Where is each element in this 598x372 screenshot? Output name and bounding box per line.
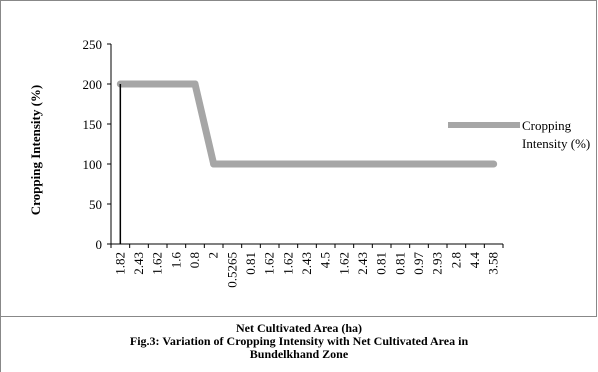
data-point (228, 160, 236, 168)
x-tick-label: 2.43 (299, 252, 314, 275)
x-tick-label: 2.93 (430, 252, 445, 275)
data-point (210, 160, 218, 168)
chart-border (0, 0, 597, 317)
x-tick-label: 0.81 (374, 252, 389, 275)
x-tick-label: 4.5 (318, 252, 333, 268)
x-tick-label: 1.62 (150, 252, 165, 275)
data-point (340, 160, 348, 168)
x-tick-label: 1.82 (112, 252, 127, 275)
y-tick-label: 50 (89, 197, 102, 212)
x-tick-label: 2.43 (131, 252, 146, 275)
y-tick-label: 150 (83, 117, 103, 132)
data-point (396, 160, 404, 168)
data-point (471, 160, 479, 168)
y-tick-label: 250 (83, 37, 103, 52)
x-tick-label: 1.62 (280, 252, 295, 275)
y-axis-ticks: 0 50 100 150 200 250 (83, 37, 111, 252)
data-point (266, 160, 274, 168)
series-line (120, 80, 494, 168)
figure-caption-line2: Bundelkhand Zone (249, 347, 349, 361)
data-point (172, 80, 180, 88)
data-point (154, 80, 162, 88)
x-tick-label: 0.5265 (224, 252, 239, 288)
data-point (322, 160, 330, 168)
x-tick-label: 0.8 (187, 252, 202, 268)
y-tick-label: 0 (96, 237, 103, 252)
data-point (191, 80, 199, 88)
x-axis-ticks: 1.82 2.43 1.62 1.6 0.8 2 0.5265 0.81 1.62 1.62 2.4… (110, 244, 504, 288)
data-point (415, 160, 423, 168)
x-tick-label: 4.4 (467, 252, 482, 269)
data-point (303, 160, 311, 168)
y-tick-label: 200 (83, 77, 103, 92)
legend-label-line1: Cropping (522, 118, 572, 133)
y-tick-label: 100 (83, 157, 103, 172)
legend-label-line2: Intensity (%) (522, 136, 590, 151)
x-tick-label: 1.62 (262, 252, 277, 275)
x-tick-label: 1.6 (168, 252, 183, 269)
x-tick-label: 0.97 (411, 252, 426, 275)
data-point (452, 160, 460, 168)
data-point (434, 160, 442, 168)
data-point (359, 160, 367, 168)
x-tick-label: 1.62 (336, 252, 351, 275)
data-point (490, 160, 498, 168)
x-axis-label: Net Cultivated Area (ha) (235, 321, 363, 335)
x-tick-label: 0.81 (392, 252, 407, 275)
x-tick-label: 3.58 (486, 252, 501, 275)
x-tick-label: 2.43 (355, 252, 370, 275)
data-point (247, 160, 255, 168)
figure-caption-line1: Fig.3: Variation of Cropping Intensity w… (129, 334, 469, 348)
data-point (378, 160, 386, 168)
series-group (116, 80, 498, 244)
data-point (135, 80, 143, 88)
x-tick-label: 0.81 (243, 252, 258, 275)
y-axis-label: Cropping Intensity (%) (28, 85, 43, 216)
legend: Cropping Intensity (%) (448, 118, 590, 151)
x-tick-label: 2.8 (448, 252, 463, 268)
x-tick-label: 2 (206, 252, 221, 259)
data-point (284, 160, 292, 168)
